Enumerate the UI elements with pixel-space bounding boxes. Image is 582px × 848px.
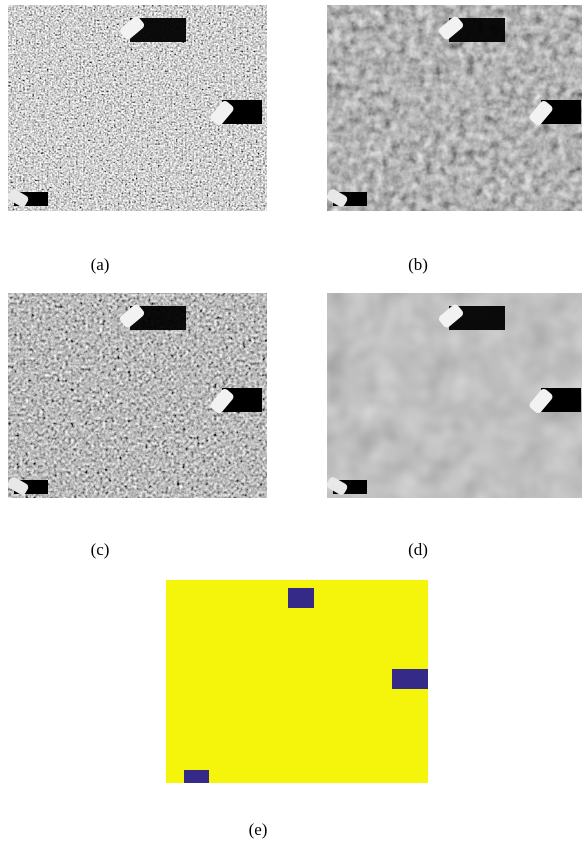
- panel-a: [6, 5, 267, 211]
- mask-target: [184, 770, 209, 783]
- panel-e: [166, 580, 428, 783]
- caption-a: (a): [91, 255, 110, 274]
- caption-d: (d): [408, 540, 428, 559]
- panel-b: [325, 5, 582, 211]
- mask-background: [166, 580, 428, 783]
- caption-e: (e): [249, 820, 268, 839]
- panel-d: [325, 293, 582, 498]
- mask-target: [392, 669, 428, 689]
- caption-b: (b): [408, 255, 428, 274]
- figure: (a) (b) (c) (d) (e): [0, 0, 582, 848]
- caption-c: (c): [91, 540, 110, 559]
- panel-c: [6, 293, 267, 498]
- mask-target: [288, 588, 314, 608]
